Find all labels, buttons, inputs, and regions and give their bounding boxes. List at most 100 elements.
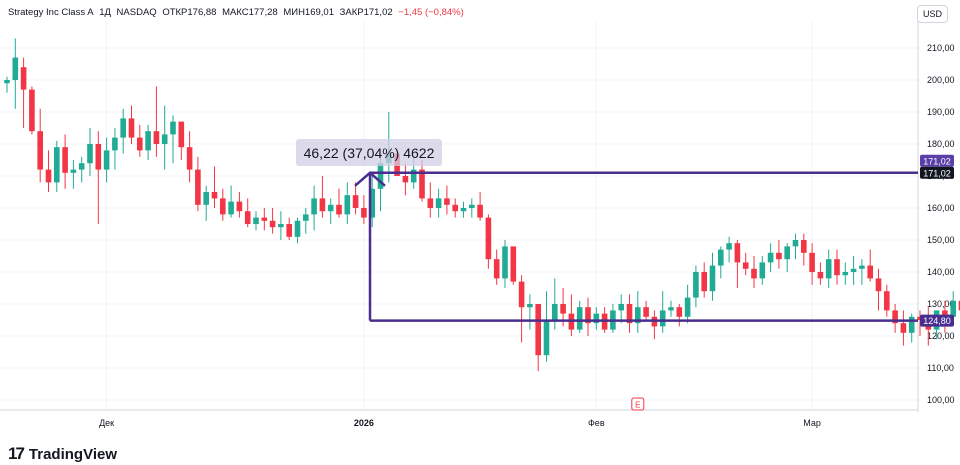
high-value: МАКС177,28 [222, 7, 278, 18]
symbol-name[interactable]: Strategy Inc Class A [8, 7, 94, 18]
candle-body [203, 192, 209, 205]
candle-body [195, 169, 201, 205]
low-value: МИН169,01 [283, 7, 334, 18]
candle-body [120, 118, 126, 138]
last-price-tag-upper: 171,02 [923, 156, 951, 166]
candle-body [718, 249, 724, 266]
candle-body [801, 240, 807, 253]
candle-body [319, 198, 326, 212]
candle-body [286, 224, 292, 237]
candle-body [103, 150, 110, 170]
y-tick-label: 110,00 [927, 363, 954, 373]
candle-body [477, 204, 483, 218]
candle-body [12, 57, 19, 80]
candle-body [585, 307, 591, 324]
candle-body [294, 220, 301, 237]
candle-body [344, 195, 351, 215]
candle-body [742, 262, 749, 269]
y-tick-label: 160,00 [927, 203, 955, 213]
candle-body [884, 291, 890, 311]
candle-body [626, 304, 633, 324]
earnings-marker [631, 397, 645, 411]
candle-body [70, 169, 77, 173]
chart-legend-header: Strategy Inc Class A 1Д NASDAQ ОТКР176,8… [8, 7, 467, 18]
candle-body [784, 246, 790, 260]
candle-body [817, 272, 824, 279]
candle-body [87, 144, 93, 164]
x-tick-label: Мар [803, 418, 821, 428]
candle-body [867, 265, 873, 279]
candle-body [593, 313, 600, 324]
last-price-tag: 171,02 [923, 168, 951, 178]
measure-arrow-head [354, 171, 386, 187]
x-tick-label: Фев [588, 418, 605, 428]
candle-body [236, 201, 243, 212]
y-tick-label: 120,00 [927, 331, 955, 341]
candle-body [128, 118, 135, 138]
candle-body [643, 307, 649, 317]
candle-body [543, 320, 550, 356]
candle-body [792, 240, 799, 247]
currency-button[interactable]: USD [916, 5, 948, 23]
y-tick-label: 200,00 [927, 75, 955, 85]
candle-body [427, 198, 434, 208]
candle-body [759, 262, 766, 279]
candle-body [726, 243, 732, 250]
tradingview-logo[interactable]: 17 TradingView [8, 444, 117, 464]
candle-body [228, 201, 234, 215]
interval-label[interactable]: 1Д [99, 7, 111, 18]
candle-body [352, 195, 359, 208]
candle-body [842, 272, 849, 276]
candle-body [908, 316, 915, 333]
candle-body [676, 307, 683, 317]
candle-body [29, 89, 35, 132]
candle-body [211, 192, 218, 199]
candle-body [153, 131, 160, 144]
candle-body [668, 307, 674, 311]
tradingview-logo-icon: 17 [8, 444, 25, 463]
candle-body [253, 217, 259, 224]
candle-body [45, 169, 52, 183]
candle-body [303, 214, 309, 221]
x-tick-label: Дек [99, 418, 114, 428]
candle-body [112, 137, 118, 151]
price-chart[interactable]: 100,00 110,00 120,00 130,00 140,00 150,00 160,… [0, 0, 960, 440]
candle-body [560, 304, 566, 314]
last-price-tag-upper-bg [920, 154, 954, 167]
candle-body [435, 198, 442, 208]
candle-body [875, 278, 882, 292]
candle-body [618, 304, 624, 311]
candle-body [62, 147, 68, 173]
candle-body [186, 147, 193, 170]
y-tick-label: 190,00 [927, 107, 955, 117]
candle-body [834, 259, 840, 276]
candle-body [502, 246, 508, 279]
y-tick-label: 180,00 [927, 139, 955, 149]
y-tick-label: 100,00 [927, 395, 955, 405]
candle-body [942, 310, 948, 317]
candle-body [20, 67, 27, 90]
candle-body [776, 252, 782, 260]
candle-body [693, 272, 699, 298]
candle-body [950, 300, 956, 317]
y-tick-label: 210,00 [927, 43, 955, 53]
earnings-marker-label: E [635, 401, 640, 410]
candle-body [900, 323, 907, 333]
candle-body [527, 304, 533, 308]
candle-body [444, 198, 450, 205]
candle-body [269, 220, 276, 228]
candle-body [402, 176, 409, 183]
change-value: −1,45 (−0,84%) [398, 7, 464, 18]
candle-body [958, 300, 960, 311]
candle-body [311, 198, 317, 215]
candle-body [460, 208, 467, 212]
candle-body [734, 243, 741, 263]
candle-body [369, 188, 375, 218]
candle-body [751, 268, 757, 279]
y-tick-label: 130,00 [927, 299, 955, 309]
candle-body [493, 259, 500, 279]
candle-body [336, 204, 342, 215]
last-price-tag-bg [920, 166, 954, 179]
candle-body [220, 198, 226, 215]
candle-body [510, 246, 517, 282]
